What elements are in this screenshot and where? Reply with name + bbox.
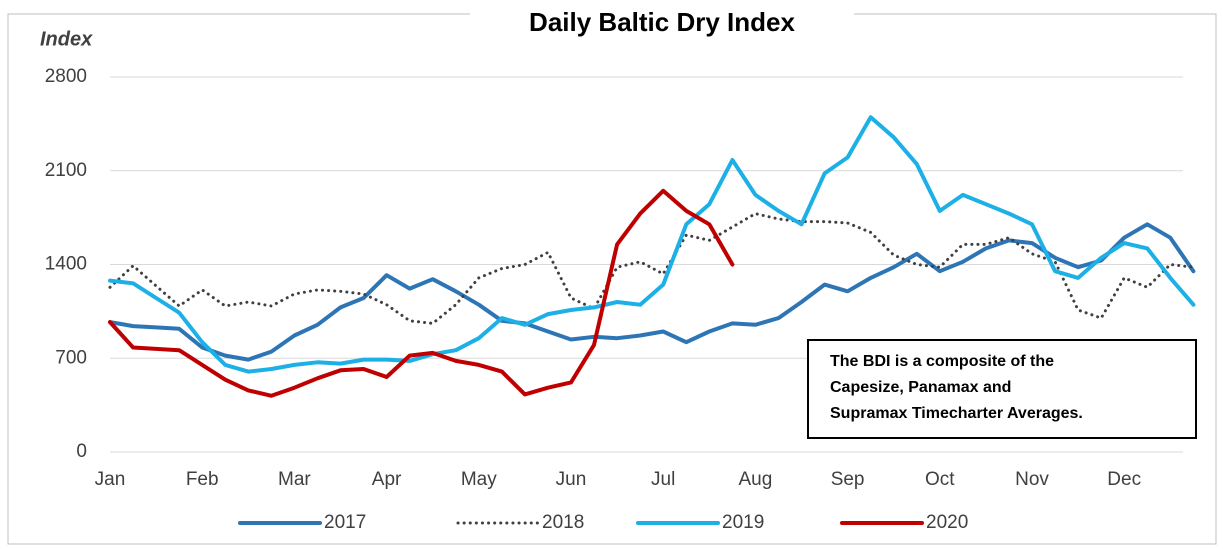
annotation-line: Capesize, Panamax and [830,379,1011,396]
x-tick-label: Dec [1107,469,1141,490]
series-line [108,188,735,398]
x-tick-label: Mar [278,469,311,490]
y-tick-label: 1400 [45,254,87,275]
legend-label: 2019 [722,512,764,533]
x-tick-label: Oct [925,469,955,490]
chart-border [7,13,1217,545]
x-tick-label: Jul [651,469,675,490]
legend-label: 2020 [926,512,968,533]
y-axis-label: Index [40,28,93,50]
y-tick-label: 2100 [45,160,87,181]
chart-title: Daily Baltic Dry Index [529,7,795,37]
plot: 0 700 1400 2100 2800 Jan Feb Mar Apr May Jun Jul Aug… [45,66,1196,533]
x-tick-label: Apr [372,469,402,490]
y-tick-label: 700 [55,347,87,368]
annotation-line: Supramax Timecharter Averages. [830,405,1083,422]
title-background [470,4,854,40]
annotation-box [807,339,1197,439]
annotation-line: The BDI is a composite of the [830,353,1054,370]
x-tick-label: Feb [186,469,219,490]
x-tick-label: Nov [1015,469,1049,490]
x-tick-label: Jun [556,469,587,490]
x-tick-label: Jan [95,469,126,490]
series-line [108,212,1195,325]
series-line [108,115,1196,374]
legend-label: 2018 [542,512,584,533]
x-tick-label: May [461,469,497,490]
x-tick-label: Aug [738,469,772,490]
y-tick-label: 2800 [45,66,87,87]
x-tick-label: Sep [831,469,865,490]
y-tick-label: 0 [76,441,87,462]
legend-label: 2017 [324,512,366,533]
